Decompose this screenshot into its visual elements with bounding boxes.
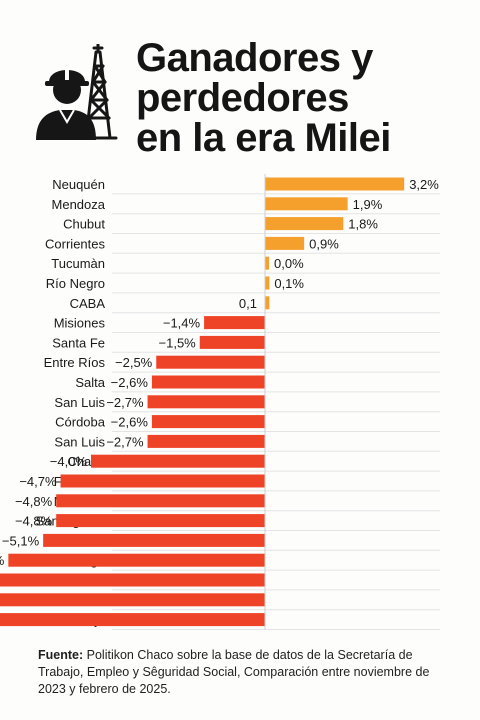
bar [147,434,265,448]
value-label: 0,0% [274,256,304,271]
category-label: Neuquén [52,177,105,192]
value-label: 1,9% [353,197,383,212]
title-line: en la era Milei [136,116,391,160]
category-label: Salta [75,375,105,390]
bar [204,316,265,330]
bar [151,375,265,389]
category-label: Mendoza [52,197,106,212]
bar [265,236,305,250]
bar [8,553,265,567]
category-label: Entre Ríos [44,355,106,370]
value-label: −5,9% [0,553,5,568]
bar [265,256,269,270]
bar [199,335,265,349]
bar [265,296,270,310]
category-label: Misiones [54,316,106,331]
value-label: −4,8% [15,494,53,509]
category-label: CABA [70,296,106,311]
bar [151,415,265,429]
source-text: Politikon Chaco sobre la base de datos d… [38,648,430,696]
category-label: Corrientes [45,236,105,251]
category-label: San Luis [54,434,105,449]
value-label: 0,1% [274,276,304,291]
category-label: Córdoba [55,415,106,430]
value-label: −2,7% [106,434,144,449]
title-line: perdedores [136,76,349,120]
value-label: 1,8% [348,217,378,232]
bar [60,474,265,488]
bar [147,395,265,409]
value-label: −5,1% [2,533,40,548]
value-label: −2,6% [111,415,149,430]
oil-worker-derrick-icon [34,42,124,142]
category-label: Santa Fe [52,335,105,350]
category-label: San Luis [54,395,105,410]
bar-chart: Neuquén 3,2% Mendoza 1,9% Chubut 1,8% Corrient… [0,174,440,630]
bar [0,593,266,607]
bar [0,613,265,627]
value-label: −2,7% [106,395,144,410]
title-line: Ganadores y [136,36,373,80]
value-label: 0,9% [309,236,339,251]
bar [265,276,270,290]
bar [91,454,265,468]
source-label: Fuente: [38,648,84,662]
value-label: −2,5% [115,355,153,370]
source-note: Fuente: Politikon Chaco sobre la base de… [38,647,458,698]
value-label: −1,4% [163,316,201,331]
category-label: Río Negro [46,276,105,291]
value-label: −4,7% [19,474,57,489]
value-label: −4,0% [50,454,88,469]
value-label: −2,6% [111,375,149,390]
bar [0,573,265,587]
value-label: 0,1 [239,296,257,311]
bar [265,177,405,191]
bar [56,494,266,508]
bar [43,533,266,547]
value-label: −1,5% [159,335,197,350]
bar [265,197,348,211]
bar [156,355,265,369]
header: Ganadores y perdedores en la era Milei [0,0,480,170]
bar [265,217,344,231]
category-label: Chubut [63,217,105,232]
value-label: −4,8% [15,514,53,529]
category-label: Tucumàn [51,256,105,271]
value-label: 3,2% [409,177,439,192]
chart-title: Ganadores y perdedores en la era Milei [136,38,391,158]
bar [56,514,266,528]
